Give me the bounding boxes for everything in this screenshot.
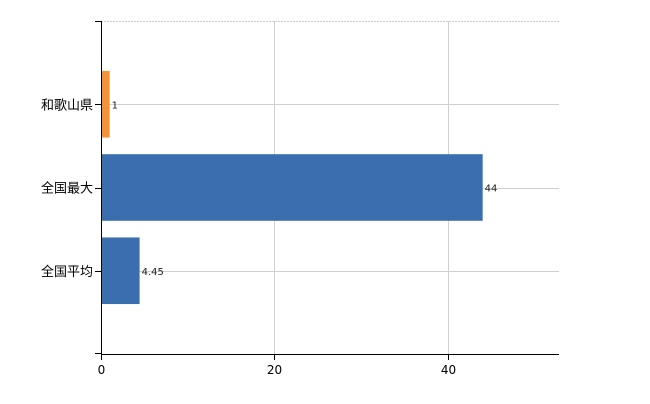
data-label: 44 (485, 184, 498, 195)
y-tick-label: 和歌山県 (41, 98, 93, 113)
x-tick-label: 0 (98, 363, 106, 377)
y-tick-label: 全国最大 (41, 181, 93, 197)
data-label: 4.45 (142, 267, 164, 278)
data-label: 1 (112, 100, 118, 111)
bar (101, 70, 110, 138)
x-tick-label: 40 (441, 363, 456, 377)
bar (101, 154, 483, 221)
y-tick-label: 全国平均 (41, 264, 93, 280)
bar (101, 237, 140, 305)
x-tick-label: 20 (267, 363, 282, 377)
